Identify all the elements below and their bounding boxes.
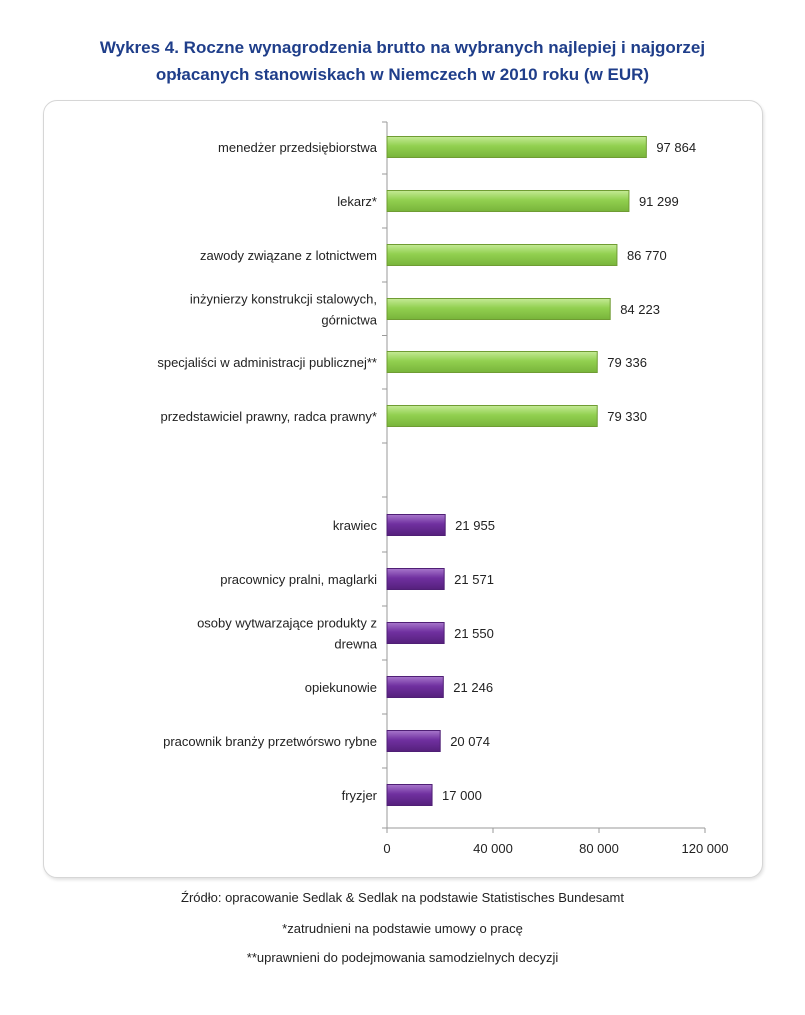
category-label: zawody związane z lotnictwem <box>200 248 377 263</box>
footnote-decisions: **uprawnieni do podejmowania samodzielny… <box>246 950 559 965</box>
bar <box>386 351 598 373</box>
category-label: osoby wytwarzające produkty z <box>197 616 377 631</box>
data-label: 97 864 <box>656 140 696 155</box>
data-label: 21 246 <box>453 680 493 695</box>
bar <box>386 514 446 536</box>
category-label: fryzjer <box>342 788 378 803</box>
bar-chart: 0 40 000 80 000 120 000 97 864 menedżer przed… <box>157 121 729 856</box>
category-label: opiekunowie <box>305 680 377 695</box>
data-label: 20 074 <box>450 734 490 749</box>
data-label: 21 550 <box>454 626 494 641</box>
data-label: 21 955 <box>455 518 495 533</box>
data-label: 79 336 <box>607 355 647 370</box>
bar <box>386 568 445 590</box>
x-tick-label: 40 000 <box>473 841 513 856</box>
bar <box>386 730 441 752</box>
category-label: drewna <box>334 637 377 652</box>
data-label: 91 299 <box>639 194 679 209</box>
category-label: krawiec <box>333 518 378 533</box>
x-tick-label: 0 <box>383 841 390 856</box>
chart-title: Wykres 4. Roczne wynagrodzenia brutto na… <box>0 34 805 88</box>
bar <box>386 676 444 698</box>
data-label: 21 571 <box>454 572 494 587</box>
category-label: inżynierzy konstrukcji stalowych, <box>190 292 377 307</box>
bar <box>386 298 611 320</box>
category-label: przedstawiciel prawny, radca prawny* <box>160 409 377 424</box>
bar <box>386 190 630 212</box>
data-label: 84 223 <box>620 302 660 317</box>
source-note: Źródło: opracowanie Sedlak & Sedlak na p… <box>181 890 624 905</box>
x-tick-label: 80 000 <box>579 841 619 856</box>
bar <box>386 244 618 266</box>
data-label: 79 330 <box>607 409 647 424</box>
bar <box>386 405 598 427</box>
bar <box>386 622 445 644</box>
category-label: specjaliści w administracji publicznej** <box>157 355 377 370</box>
category-label: lekarz* <box>337 194 377 209</box>
chart-title-line-2: opłacanych stanowiskach w Niemczech w 20… <box>155 65 650 84</box>
x-tick-label: 120 000 <box>682 841 729 856</box>
chart-title-line-1: Wykres 4. Roczne wynagrodzenia brutto na… <box>99 38 706 57</box>
category-label: pracownicy pralni, maglarki <box>220 572 377 587</box>
footnote-employment: *zatrudnieni na podstawie umowy o pracę <box>282 921 523 936</box>
bar <box>386 784 433 806</box>
category-label: menedżer przedsiębiorstwa <box>218 140 378 155</box>
category-label: górnictwa <box>321 313 377 328</box>
data-label: 86 770 <box>627 248 667 263</box>
category-label: pracownik branży przetwórswo rybne <box>163 734 377 749</box>
bar <box>386 136 647 158</box>
data-label: 17 000 <box>442 788 482 803</box>
